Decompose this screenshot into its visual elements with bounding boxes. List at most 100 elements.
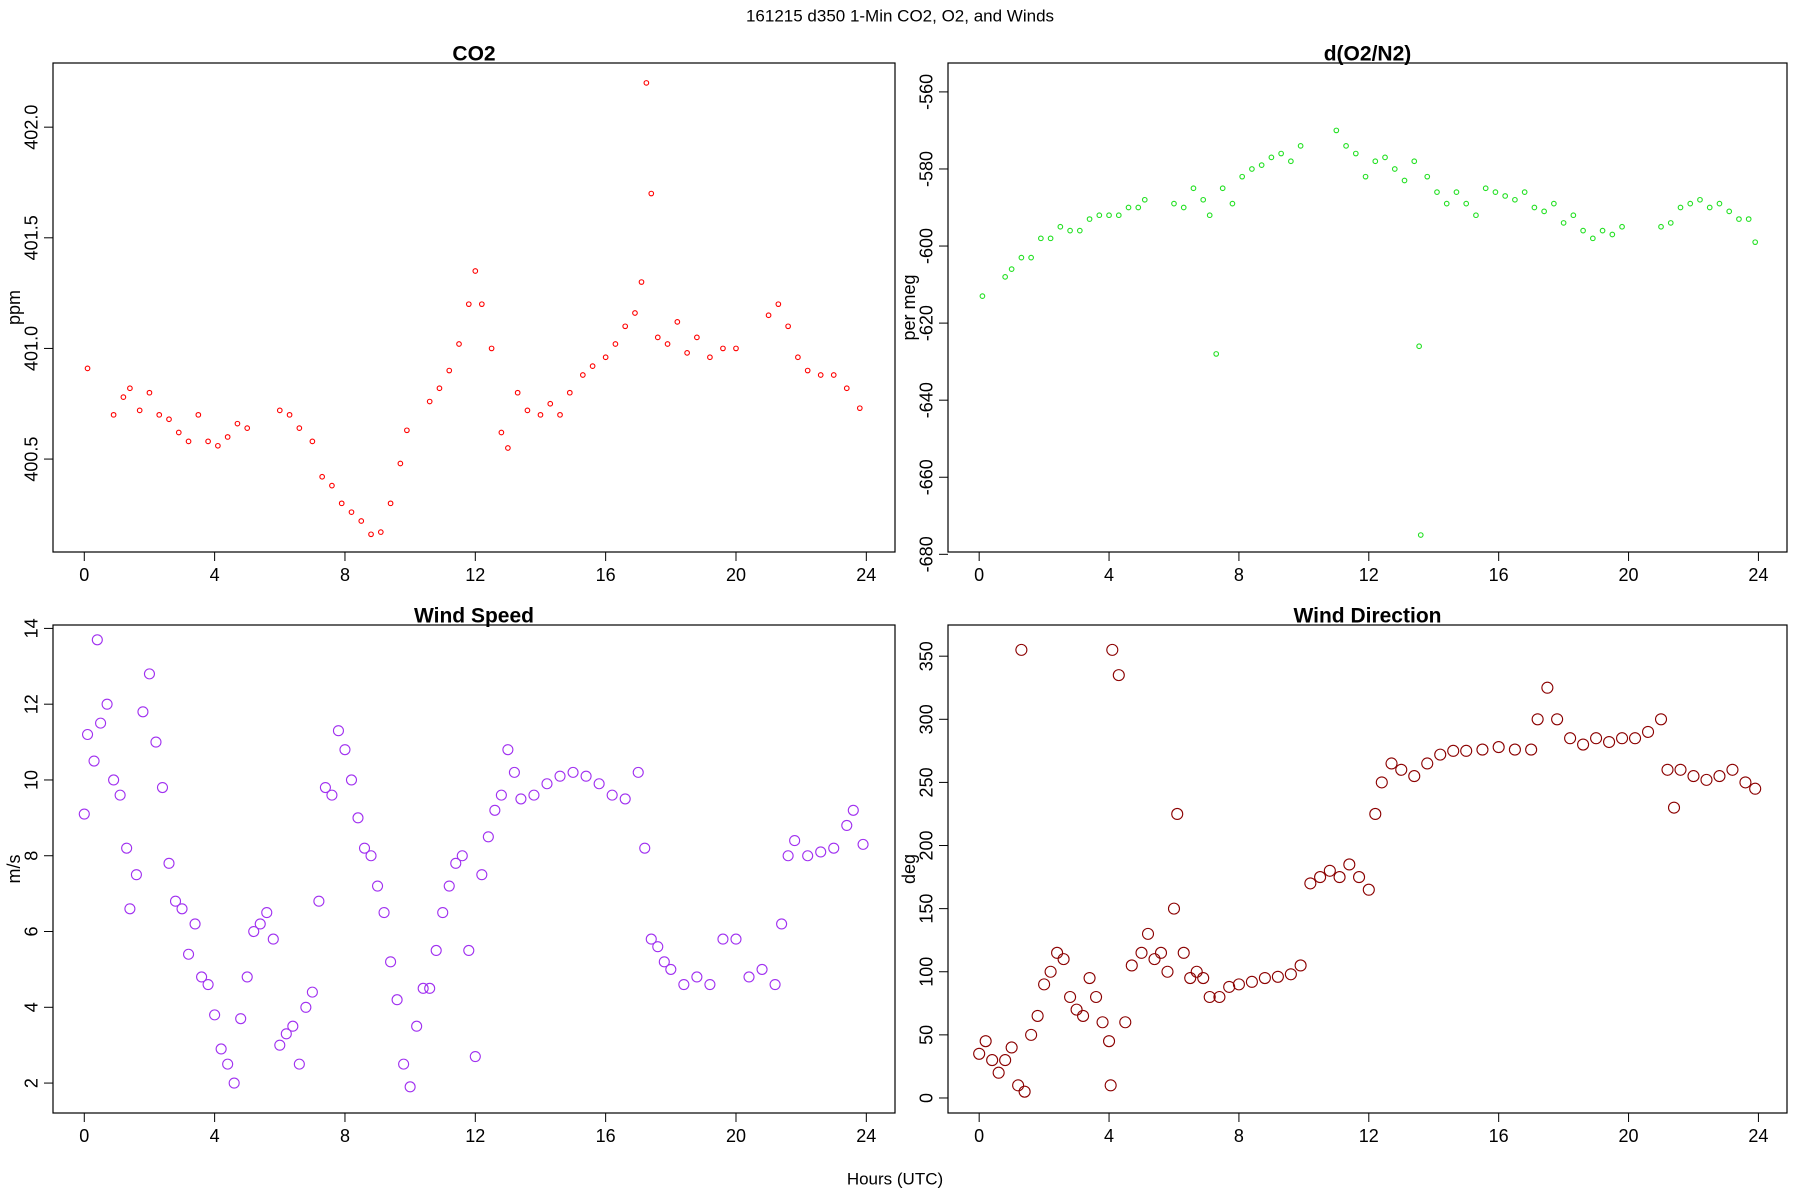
plot-frame (947, 624, 1788, 1114)
data-point (1028, 254, 1034, 261)
y-tick-label: 14 (22, 618, 42, 638)
data-point (450, 857, 462, 869)
data-point (508, 766, 520, 778)
data-point (1002, 274, 1008, 280)
data-point (463, 944, 475, 957)
x-tick-label: 8 (340, 1126, 350, 1146)
data-point (1667, 220, 1674, 226)
y-axis-label: ppm (4, 290, 24, 325)
data-point (1677, 204, 1684, 211)
data-point (1531, 713, 1544, 726)
data-point (567, 766, 579, 778)
data-point (248, 925, 260, 938)
x-tick-label: 24 (1748, 1126, 1768, 1146)
data-point (1401, 177, 1408, 184)
data-point (1177, 946, 1190, 959)
data-point (1297, 142, 1304, 149)
data-point (183, 948, 195, 960)
x-tick-label: 0 (79, 565, 89, 585)
data-point (456, 850, 468, 862)
data-point (1154, 946, 1168, 959)
data-point (694, 334, 700, 341)
data-point (1362, 883, 1375, 896)
data-point (377, 529, 384, 535)
data-point (1125, 959, 1138, 972)
y-tick-label: 350 (917, 641, 937, 671)
data-point (639, 842, 651, 854)
x-tick-label: 16 (596, 1126, 616, 1146)
x-tick-label: 16 (1489, 565, 1509, 585)
data-point (704, 979, 716, 991)
data-point (514, 389, 521, 396)
data-point (1077, 1009, 1090, 1022)
data-point (1229, 200, 1236, 207)
data-point (1200, 196, 1207, 203)
data-point (1304, 877, 1317, 890)
data-point (1713, 770, 1726, 783)
data-point (1580, 227, 1586, 234)
data-point (424, 982, 436, 994)
data-point (1736, 216, 1742, 222)
data-point (817, 372, 824, 378)
data-point (643, 80, 650, 86)
data-point (1570, 212, 1577, 219)
data-point (1599, 227, 1606, 234)
data-point (368, 531, 374, 538)
y-tick-label: 402.0 (22, 105, 42, 150)
y-tick-label: -580 (917, 151, 937, 187)
data-point (1015, 643, 1028, 656)
data-point (1616, 732, 1629, 745)
data-point (371, 880, 384, 892)
data-point (841, 819, 853, 831)
data-point (1521, 189, 1528, 195)
y-tick-label: 401.0 (22, 326, 42, 371)
x-tick-label: 8 (1234, 1126, 1244, 1146)
data-point (1564, 732, 1577, 745)
data-point (1119, 1016, 1132, 1029)
data-point (795, 354, 801, 361)
data-point (296, 425, 303, 431)
x-tick-label: 20 (726, 565, 746, 585)
data-point (1167, 902, 1181, 915)
y-tick-label: 8 (22, 851, 42, 861)
data-point (1745, 216, 1752, 222)
data-point (1369, 807, 1382, 821)
data-point (156, 411, 163, 418)
data-point (345, 774, 358, 786)
data-point (1064, 990, 1077, 1004)
data-point (1044, 965, 1057, 978)
data-point (1641, 725, 1655, 738)
data-point (352, 812, 364, 824)
data-point (1171, 807, 1184, 821)
y-tick-label: 10 (22, 770, 42, 790)
data-point (205, 438, 211, 445)
data-point (110, 411, 117, 418)
data-point (1417, 532, 1424, 538)
data-point (348, 509, 355, 516)
data-point (1726, 208, 1733, 215)
data-point (385, 956, 397, 968)
data-point (1038, 235, 1044, 242)
data-point (979, 293, 986, 299)
data-point (1492, 189, 1499, 195)
data-point (202, 979, 214, 991)
data-point (1658, 223, 1664, 230)
y-tick-label: -660 (917, 459, 937, 495)
data-point (1382, 154, 1388, 161)
data-point (1463, 200, 1470, 207)
data-point (1416, 343, 1422, 350)
data-point (1148, 953, 1161, 966)
data-point (397, 460, 404, 467)
x-axis-label: Hours (UTC) (847, 1169, 943, 1188)
data-point (1424, 173, 1431, 180)
data-point (127, 385, 133, 392)
y-tick-label: -640 (917, 382, 937, 418)
data-point (189, 918, 201, 930)
panel-title: Wind Direction (1294, 605, 1442, 628)
data-point (287, 1020, 299, 1032)
data-point (426, 398, 433, 405)
data-point (776, 918, 788, 930)
data-point (1245, 975, 1258, 988)
data-point (411, 1020, 423, 1032)
